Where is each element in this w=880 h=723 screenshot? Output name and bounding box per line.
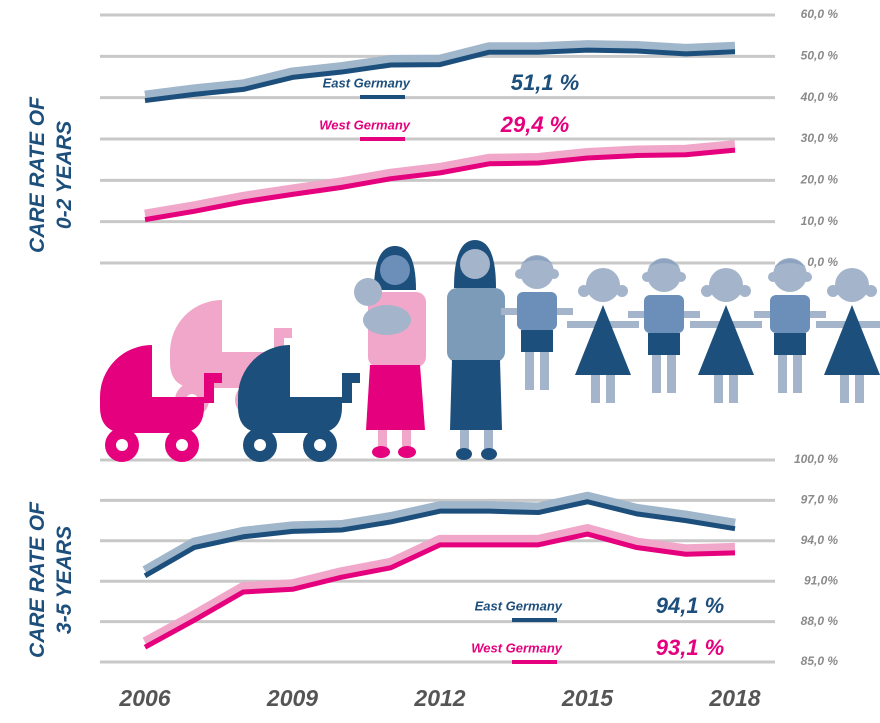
y-tick-label: 10,0 % <box>801 214 839 228</box>
y-axis-title: CARE RATE OF 3-5 YEARS <box>26 501 76 658</box>
series-shadow <box>142 491 736 576</box>
y-tick-label: 91,0% <box>804 573 838 587</box>
child <box>501 255 573 390</box>
series-shadow <box>144 40 736 101</box>
legend-label: West Germany <box>319 117 411 132</box>
legend-label: East Germany <box>475 598 563 613</box>
series-line <box>144 47 736 104</box>
series-shadow <box>144 140 736 220</box>
y-tick-label: 85,0 % <box>801 654 839 668</box>
y-tick-label: 20,0 % <box>800 173 839 187</box>
legend-label: West Germany <box>471 640 563 655</box>
annotation: 94,1 % <box>656 593 725 618</box>
series-line <box>143 531 736 650</box>
y-axis-title-line: CARE RATE OF <box>26 96 49 253</box>
x-tick-label: 2012 <box>413 685 465 711</box>
child <box>690 268 762 403</box>
x-tick-label: 2006 <box>118 685 170 711</box>
y-axis-title-line: 0-2 YEARS <box>53 121 76 229</box>
y-tick-label: 97,0 % <box>801 493 839 507</box>
child <box>816 268 880 403</box>
annotation: 51,1 % <box>511 70 580 95</box>
y-tick-label: 40,0 % <box>800 90 839 104</box>
y-axis-title-line: CARE RATE OF <box>26 501 49 658</box>
y-tick-label: 88,0 % <box>801 614 839 628</box>
y-axis-title: CARE RATE OF 0-2 YEARS <box>26 96 76 253</box>
series-shadow <box>142 524 736 647</box>
illustration <box>100 240 880 462</box>
legend-label: East Germany <box>323 75 411 90</box>
y-axis-title-line: 3-5 YEARS <box>53 526 76 634</box>
child <box>754 258 826 393</box>
lines <box>142 40 736 650</box>
y-tick-label: 0,0 % <box>807 255 838 269</box>
x-tick-label: 2015 <box>561 685 614 711</box>
y-tick-label: 60,0 % <box>801 7 839 21</box>
annotation: 93,1 % <box>656 635 725 660</box>
annotation: 29,4 % <box>500 112 570 137</box>
series-line <box>144 147 736 223</box>
grid <box>100 13 775 664</box>
y-tick-label: 50,0 % <box>801 49 839 63</box>
x-tick-label: 2018 <box>708 685 760 711</box>
child <box>567 268 639 403</box>
y-tick-label: 94,0 % <box>801 533 839 547</box>
x-tick-label: 2009 <box>266 685 318 711</box>
y-tick-label: 100,0 % <box>794 452 838 466</box>
mother <box>447 240 505 460</box>
stroller <box>238 345 360 462</box>
series-line <box>143 499 736 578</box>
mother-with-baby <box>354 246 426 458</box>
y-tick-label: 30,0 % <box>801 131 839 145</box>
